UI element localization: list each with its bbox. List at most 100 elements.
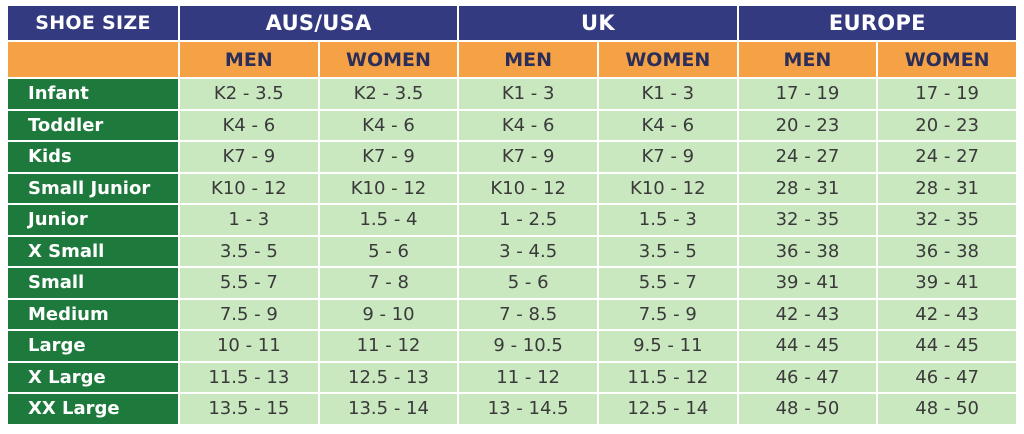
size-cell: 11.5 - 13 — [180, 362, 318, 392]
size-cell: 11.5 - 12 — [598, 362, 737, 392]
size-cell: 9 - 10 — [319, 299, 458, 329]
table-row: Toddler K4 - 6 K4 - 6 K4 - 6 K4 - 6 20 - 23 20… — [8, 110, 1016, 140]
gender-header: MEN — [180, 42, 318, 77]
size-cell: 1.5 - 4 — [319, 205, 458, 235]
row-label: Large — [8, 331, 178, 361]
table-row: X Large 11.5 - 13 12.5 - 13 11 - 12 11.5 - 1… — [8, 362, 1016, 392]
size-cell: 28 - 31 — [738, 173, 877, 203]
size-cell: 24 - 27 — [878, 142, 1016, 172]
size-cell: K10 - 12 — [598, 173, 737, 203]
group-header-aus-usa: AUS/USA — [180, 6, 458, 40]
region-header-row: SHOE SIZE AUS/USA UK EUROPE — [8, 6, 1016, 40]
size-cell: 42 - 43 — [738, 299, 877, 329]
gender-header: MEN — [459, 42, 597, 77]
shoe-size-chart: SHOE SIZE AUS/USA UK EUROPE MEN WOMEN ME… — [6, 4, 1018, 426]
size-cell: 1 - 3 — [180, 205, 318, 235]
group-header-europe: EUROPE — [738, 6, 1016, 40]
gender-header-row: MEN WOMEN MEN WOMEN MEN WOMEN — [8, 42, 1016, 77]
size-cell: 3 - 4.5 — [459, 236, 597, 266]
size-cell: K7 - 9 — [180, 142, 318, 172]
size-cell: 9 - 10.5 — [459, 331, 597, 361]
corner-header: SHOE SIZE — [8, 6, 178, 40]
row-label: Kids — [8, 142, 178, 172]
size-cell: K7 - 9 — [459, 142, 597, 172]
size-cell: K1 - 3 — [598, 79, 737, 109]
size-cell: 32 - 35 — [738, 205, 877, 235]
size-cell: 13 - 14.5 — [459, 394, 597, 424]
size-cell: 5 - 6 — [459, 268, 597, 298]
row-label: X Small — [8, 236, 178, 266]
size-cell: 36 - 38 — [878, 236, 1016, 266]
size-cell: 3.5 - 5 — [180, 236, 318, 266]
table-row: Infant K2 - 3.5 K2 - 3.5 K1 - 3 K1 - 3 17 - 1… — [8, 79, 1016, 109]
size-cell: 20 - 23 — [738, 110, 877, 140]
size-cell: 32 - 35 — [878, 205, 1016, 235]
size-cell: 1.5 - 3 — [598, 205, 737, 235]
size-cell: K4 - 6 — [459, 110, 597, 140]
size-cell: 39 - 41 — [738, 268, 877, 298]
row-label: Toddler — [8, 110, 178, 140]
size-cell: 28 - 31 — [878, 173, 1016, 203]
size-cell: 12.5 - 14 — [598, 394, 737, 424]
gender-header: MEN — [738, 42, 877, 77]
size-cell: 1 - 2.5 — [459, 205, 597, 235]
size-cell: 17 - 19 — [738, 79, 877, 109]
size-cell: 11 - 12 — [459, 362, 597, 392]
size-cell: 42 - 43 — [878, 299, 1016, 329]
size-cell: 12.5 - 13 — [319, 362, 458, 392]
size-cell: 7 - 8.5 — [459, 299, 597, 329]
table-row: Large 10 - 11 11 - 12 9 - 10.5 9.5 - 11 44 - … — [8, 331, 1016, 361]
size-cell: 20 - 23 — [878, 110, 1016, 140]
size-cell: K4 - 6 — [598, 110, 737, 140]
size-cell: 13.5 - 14 — [319, 394, 458, 424]
gender-header-blank — [8, 42, 178, 77]
row-label: Small Junior — [8, 173, 178, 203]
size-cell: 13.5 - 15 — [180, 394, 318, 424]
size-cell: 7 - 8 — [319, 268, 458, 298]
size-cell: 7.5 - 9 — [180, 299, 318, 329]
size-cell: K7 - 9 — [319, 142, 458, 172]
size-cell: 3.5 - 5 — [598, 236, 737, 266]
size-cell: K7 - 9 — [598, 142, 737, 172]
size-cell: 5.5 - 7 — [598, 268, 737, 298]
size-cell: 44 - 45 — [878, 331, 1016, 361]
size-cell: 48 - 50 — [878, 394, 1016, 424]
size-cell: 46 - 47 — [878, 362, 1016, 392]
size-cell: 9.5 - 11 — [598, 331, 737, 361]
table-row: XX Large 13.5 - 15 13.5 - 14 13 - 14.5 12.5 … — [8, 394, 1016, 424]
size-cell: K4 - 6 — [180, 110, 318, 140]
size-cell: 44 - 45 — [738, 331, 877, 361]
size-cell: 11 - 12 — [319, 331, 458, 361]
row-label: Small — [8, 268, 178, 298]
row-label: X Large — [8, 362, 178, 392]
gender-header: WOMEN — [878, 42, 1016, 77]
size-cell: 24 - 27 — [738, 142, 877, 172]
size-cell: K10 - 12 — [180, 173, 318, 203]
table-row: Small Junior K10 - 12 K10 - 12 K10 - 12 K10 … — [8, 173, 1016, 203]
size-cell: 39 - 41 — [878, 268, 1016, 298]
size-cell: K2 - 3.5 — [319, 79, 458, 109]
row-label: Infant — [8, 79, 178, 109]
row-label: Medium — [8, 299, 178, 329]
size-cell: K1 - 3 — [459, 79, 597, 109]
group-header-uk: UK — [459, 6, 737, 40]
size-cell: 5.5 - 7 — [180, 268, 318, 298]
size-cell: 7.5 - 9 — [598, 299, 737, 329]
size-table: SHOE SIZE AUS/USA UK EUROPE MEN WOMEN ME… — [6, 4, 1018, 426]
row-label: Junior — [8, 205, 178, 235]
size-cell: K4 - 6 — [319, 110, 458, 140]
gender-header: WOMEN — [598, 42, 737, 77]
size-cell: 10 - 11 — [180, 331, 318, 361]
size-cell: 36 - 38 — [738, 236, 877, 266]
size-cell: K2 - 3.5 — [180, 79, 318, 109]
table-row: Kids K7 - 9 K7 - 9 K7 - 9 K7 - 9 24 - 27 24 - … — [8, 142, 1016, 172]
size-cell: K10 - 12 — [459, 173, 597, 203]
size-cell: 48 - 50 — [738, 394, 877, 424]
row-label: XX Large — [8, 394, 178, 424]
gender-header: WOMEN — [319, 42, 458, 77]
size-cell: K10 - 12 — [319, 173, 458, 203]
